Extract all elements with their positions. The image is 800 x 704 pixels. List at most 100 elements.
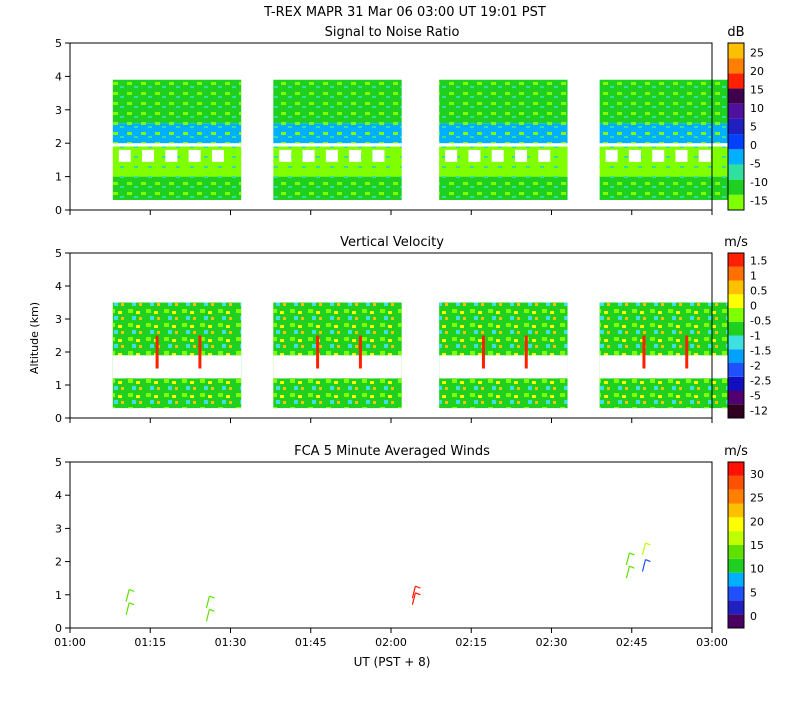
- colorbar-label: 15: [750, 539, 764, 552]
- snr-gap: [514, 149, 527, 162]
- wind-barb-flag: [645, 542, 651, 546]
- vv-gap: [599, 355, 729, 379]
- colorbar-label: 5: [750, 586, 757, 599]
- colorbar-swatch: [728, 545, 744, 559]
- y-tick-label: 1: [55, 589, 62, 602]
- colorbar-label: 15: [750, 83, 764, 96]
- colorbar-swatch: [728, 572, 744, 587]
- snr-heatmap: [112, 79, 729, 200]
- colorbar-label: 25: [750, 492, 764, 505]
- colorbar-label: 0.5: [750, 285, 768, 298]
- colorbar-swatch: [728, 489, 744, 504]
- colorbar-label: 30: [750, 468, 764, 481]
- x-tick-label: 02:30: [536, 636, 568, 649]
- colorbar-label: 5: [750, 121, 757, 134]
- colorbar-swatch: [728, 134, 744, 150]
- snr-gap: [372, 149, 385, 162]
- colorbar-swatch: [728, 266, 744, 281]
- snr-cell-texture: [112, 123, 242, 144]
- panel-frame: [69, 461, 713, 629]
- vv-streak: [198, 335, 202, 369]
- colorbar-swatch: [728, 88, 744, 104]
- snr-gap: [628, 149, 641, 162]
- y-tick-label: 1: [55, 379, 62, 392]
- vv-streak: [155, 335, 159, 369]
- y-tick-label: 0: [55, 622, 62, 635]
- colorbar-swatch: [728, 614, 744, 628]
- colorbar-label: 25: [750, 46, 764, 59]
- colorbar-swatch: [728, 600, 744, 615]
- wind-barbs: [125, 542, 651, 622]
- colorbar-swatch: [728, 335, 744, 350]
- colorbar-label: 10: [750, 102, 764, 115]
- snr-cell-texture: [439, 123, 568, 144]
- x-tick-label: 03:00: [696, 636, 728, 649]
- colorbar-swatch: [728, 294, 744, 308]
- colorbar-label: 20: [750, 515, 764, 528]
- colorbar-swatch: [728, 253, 744, 267]
- colorbar-swatch: [728, 404, 744, 418]
- wind-barb: [205, 609, 211, 622]
- wind-barb: [641, 559, 647, 572]
- x-tick-label: 01:00: [54, 636, 86, 649]
- vv-streak: [481, 335, 485, 369]
- colorbar-label: -0.5: [750, 315, 771, 328]
- colorbar-swatch: [728, 164, 744, 180]
- colorbar-label: -1.5: [750, 345, 771, 358]
- colorbar-swatch: [728, 308, 744, 322]
- vv-gap: [439, 355, 568, 379]
- snr-cell-texture: [599, 79, 729, 124]
- colorbar-label: 1: [750, 270, 757, 283]
- y-axis-label: Altitude (km): [28, 302, 41, 374]
- vv-streak: [524, 335, 528, 369]
- colorbar-label: -2.5: [750, 375, 771, 388]
- wind-barb: [125, 602, 130, 615]
- vv-gap: [273, 355, 402, 379]
- x-tick-label: 02:00: [375, 636, 407, 649]
- colorbar-label: 0: [750, 300, 757, 313]
- snr-cell-texture: [273, 123, 402, 144]
- y-tick-label: 3: [55, 522, 62, 535]
- x-axis-label: UT (PST + 8): [354, 655, 431, 669]
- colorbar-label: -2: [750, 360, 761, 373]
- colorbar-label: 0: [750, 610, 757, 623]
- y-tick-label: 5: [55, 247, 62, 260]
- colorbar-swatch: [728, 58, 744, 74]
- vv-streak: [685, 335, 689, 369]
- snr-gap: [279, 149, 292, 162]
- x-tick-label: 02:15: [455, 636, 487, 649]
- y-tick-label: 0: [55, 204, 62, 217]
- colorbar-label: -15: [750, 195, 768, 208]
- y-tick-label: 4: [55, 70, 62, 83]
- snr-cell-texture: [599, 176, 729, 200]
- colorbar-label: -12: [750, 405, 768, 418]
- colorbar-frame: [727, 461, 745, 629]
- snr-gap: [325, 149, 338, 162]
- colorbar-swatch: [728, 73, 744, 89]
- colorbar-swatch: [728, 517, 744, 532]
- colorbar-swatch: [728, 558, 744, 573]
- wind-barb: [205, 595, 211, 609]
- snr-cell-texture: [273, 176, 402, 200]
- x-tick-label: 01:30: [215, 636, 247, 649]
- colorbar-frame: [727, 252, 745, 419]
- wind-barb-flag: [128, 602, 135, 606]
- y-tick-label: 4: [55, 489, 62, 502]
- wind-barb: [625, 552, 630, 566]
- snr-gap: [349, 149, 362, 162]
- vv-streak: [642, 335, 646, 369]
- snr-gap: [698, 149, 711, 162]
- colorbar-label: -10: [750, 176, 768, 189]
- wind-barb-flag: [128, 588, 135, 592]
- wind-barb: [411, 585, 416, 599]
- vv-streak: [316, 335, 320, 369]
- colorbar-swatch: [728, 179, 744, 195]
- colorbar-swatch: [728, 363, 744, 377]
- snr-gap: [165, 149, 178, 162]
- snr-gap: [302, 149, 315, 162]
- x-tick-label: 01:45: [295, 636, 327, 649]
- colorbar-swatch: [728, 103, 744, 119]
- colorbar-swatch: [728, 280, 744, 295]
- y-tick-label: 2: [55, 346, 62, 359]
